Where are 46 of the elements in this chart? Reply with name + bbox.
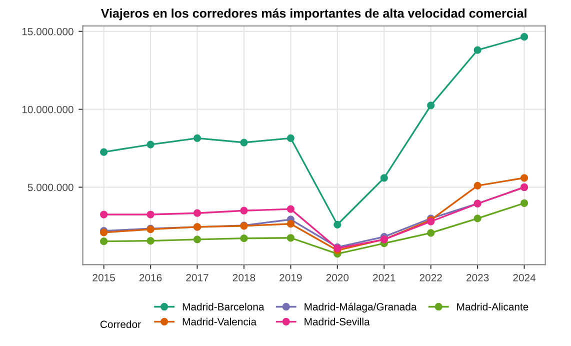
point: [240, 234, 248, 242]
point: [286, 205, 295, 213]
x-tick-label: 2024: [513, 274, 536, 282]
point: [146, 140, 154, 148]
y-tick-label: 5.000.000: [28, 184, 74, 192]
point: [146, 210, 154, 218]
point: [520, 33, 528, 41]
legend-label: Madrid-Sevilla: [304, 318, 370, 326]
legend-label: Madrid-Barcelona: [182, 302, 264, 310]
x-tick-label: 2017: [186, 274, 208, 282]
x-tick-label: 2016: [139, 274, 162, 282]
point: [100, 148, 108, 156]
x-tick-label: 2019: [280, 274, 302, 282]
point: [474, 46, 482, 54]
point: [520, 174, 528, 182]
x-tick-label: 2015: [92, 274, 115, 282]
point: [193, 236, 202, 244]
point: [474, 214, 482, 222]
point: [240, 138, 248, 146]
point: [520, 199, 528, 207]
point: [427, 102, 435, 110]
point: [286, 234, 295, 242]
point: [474, 182, 482, 190]
point: [100, 237, 108, 246]
point: [193, 209, 202, 217]
x-tick-label: 2020: [326, 274, 349, 282]
point: [193, 134, 202, 142]
x-tick-label: 2022: [420, 274, 442, 282]
x-tick-label: 2023: [466, 274, 489, 282]
point: [380, 174, 388, 182]
legend-label: Madrid-Valencia: [182, 318, 257, 326]
y-tick-label: 10.000.000: [22, 106, 74, 114]
chart-title: Viajeros en los corredores más importantes de alta velocidad comercial: [100, 8, 526, 20]
y-tick-label: 15.000.000: [22, 28, 74, 36]
point: [146, 237, 154, 245]
point: [240, 206, 248, 214]
legend-label: Madrid-Alicante: [457, 302, 528, 310]
point: [100, 210, 108, 218]
legend-title: Corredor: [100, 320, 141, 328]
point: [334, 220, 342, 228]
point: [427, 229, 435, 237]
x-tick-label: 2018: [232, 274, 256, 282]
point: [286, 220, 295, 228]
x-tick-label: 2021: [373, 274, 396, 282]
legend-label: Madrid-Málaga/Granada: [304, 302, 417, 313]
point: [286, 134, 295, 142]
